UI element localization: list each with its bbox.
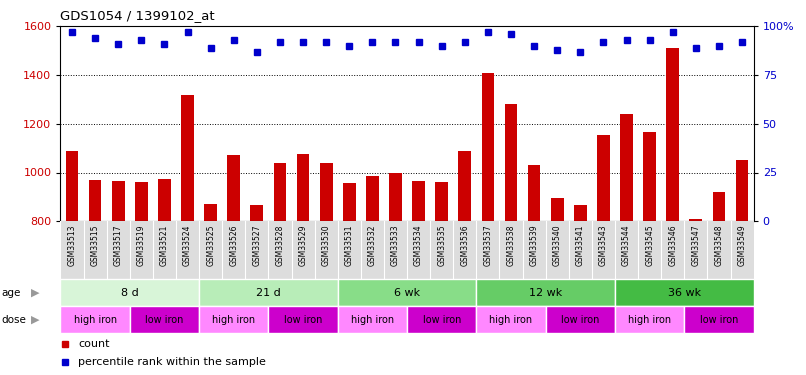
Text: GSM33528: GSM33528 [276, 224, 285, 266]
Bar [481, 73, 494, 221]
Text: GSM33548: GSM33548 [714, 224, 724, 266]
Bar [667, 48, 679, 221]
Text: 8 d: 8 d [121, 288, 139, 298]
Bar [199, 306, 268, 333]
Bar [476, 306, 546, 333]
Text: high iron: high iron [212, 315, 256, 325]
Text: 36 wk: 36 wk [667, 288, 701, 298]
Bar [597, 135, 610, 221]
Text: 12 wk: 12 wk [529, 288, 563, 298]
Bar [338, 279, 476, 306]
Text: GSM33515: GSM33515 [90, 224, 100, 266]
Bar [135, 182, 147, 221]
Text: GSM33531: GSM33531 [345, 224, 354, 266]
Text: GSM33543: GSM33543 [599, 224, 608, 266]
Text: GSM33549: GSM33549 [737, 224, 746, 266]
Bar [112, 181, 125, 221]
Text: count: count [78, 339, 110, 349]
Bar [65, 150, 78, 221]
Text: GSM33526: GSM33526 [229, 224, 239, 266]
Bar [615, 306, 684, 333]
Bar [435, 182, 448, 221]
Text: high iron: high iron [628, 315, 671, 325]
Text: high iron: high iron [489, 315, 533, 325]
Text: GSM33547: GSM33547 [692, 224, 700, 266]
Text: GSM33540: GSM33540 [553, 224, 562, 266]
Bar [713, 192, 725, 221]
Bar [389, 172, 402, 221]
Text: GSM33541: GSM33541 [575, 224, 585, 266]
Text: GSM33535: GSM33535 [437, 224, 447, 266]
Text: high iron: high iron [73, 315, 117, 325]
Text: age: age [2, 288, 21, 298]
Bar [574, 206, 587, 221]
Text: GSM33534: GSM33534 [414, 224, 423, 266]
Text: high iron: high iron [351, 315, 394, 325]
Text: GSM33536: GSM33536 [460, 224, 469, 266]
Text: GSM33525: GSM33525 [206, 224, 215, 266]
Text: GSM33539: GSM33539 [530, 224, 538, 266]
Text: low iron: low iron [284, 315, 322, 325]
Text: low iron: low iron [700, 315, 738, 325]
Bar [505, 104, 517, 221]
Bar [227, 155, 240, 221]
Text: low iron: low iron [145, 315, 184, 325]
Bar [273, 163, 286, 221]
Text: GSM33545: GSM33545 [645, 224, 654, 266]
Bar [199, 279, 338, 306]
Text: GSM33533: GSM33533 [391, 224, 400, 266]
Text: GSM33527: GSM33527 [252, 224, 261, 266]
Text: GSM33513: GSM33513 [68, 224, 77, 266]
Bar [689, 219, 702, 221]
Bar [158, 178, 171, 221]
Bar [528, 165, 541, 221]
Text: GSM33519: GSM33519 [137, 224, 146, 266]
Text: GSM33529: GSM33529 [298, 224, 308, 266]
Bar [251, 206, 264, 221]
Text: GSM33521: GSM33521 [160, 224, 169, 266]
Bar [60, 279, 199, 306]
Bar [130, 306, 199, 333]
Text: GSM33532: GSM33532 [368, 224, 377, 266]
Text: GSM33524: GSM33524 [183, 224, 192, 266]
Bar [268, 306, 338, 333]
Bar [459, 150, 472, 221]
Text: ▶: ▶ [31, 315, 39, 325]
Bar [407, 306, 476, 333]
Text: 21 d: 21 d [256, 288, 280, 298]
Bar [338, 306, 407, 333]
Text: percentile rank within the sample: percentile rank within the sample [78, 357, 266, 367]
Text: GSM33530: GSM33530 [322, 224, 330, 266]
Bar [546, 306, 615, 333]
Bar [412, 181, 425, 221]
Text: GSM33537: GSM33537 [484, 224, 492, 266]
Bar [204, 204, 217, 221]
Text: ▶: ▶ [31, 288, 39, 298]
Bar [89, 180, 102, 221]
Bar [684, 306, 754, 333]
Text: GSM33544: GSM33544 [622, 224, 631, 266]
Text: GSM33546: GSM33546 [668, 224, 677, 266]
Text: low iron: low iron [422, 315, 461, 325]
Text: 6 wk: 6 wk [394, 288, 420, 298]
Text: dose: dose [2, 315, 27, 325]
Bar [550, 198, 563, 221]
Text: low iron: low iron [561, 315, 600, 325]
Bar [320, 163, 333, 221]
Bar [181, 94, 194, 221]
Bar [615, 279, 754, 306]
Text: GSM33517: GSM33517 [114, 224, 123, 266]
Bar [60, 306, 130, 333]
Bar [476, 279, 615, 306]
Bar [343, 183, 355, 221]
Bar [620, 114, 633, 221]
Bar [366, 176, 379, 221]
Bar [643, 132, 656, 221]
Text: GSM33538: GSM33538 [506, 224, 516, 266]
Bar [736, 160, 749, 221]
Text: GDS1054 / 1399102_at: GDS1054 / 1399102_at [60, 9, 215, 22]
Bar [297, 154, 310, 221]
